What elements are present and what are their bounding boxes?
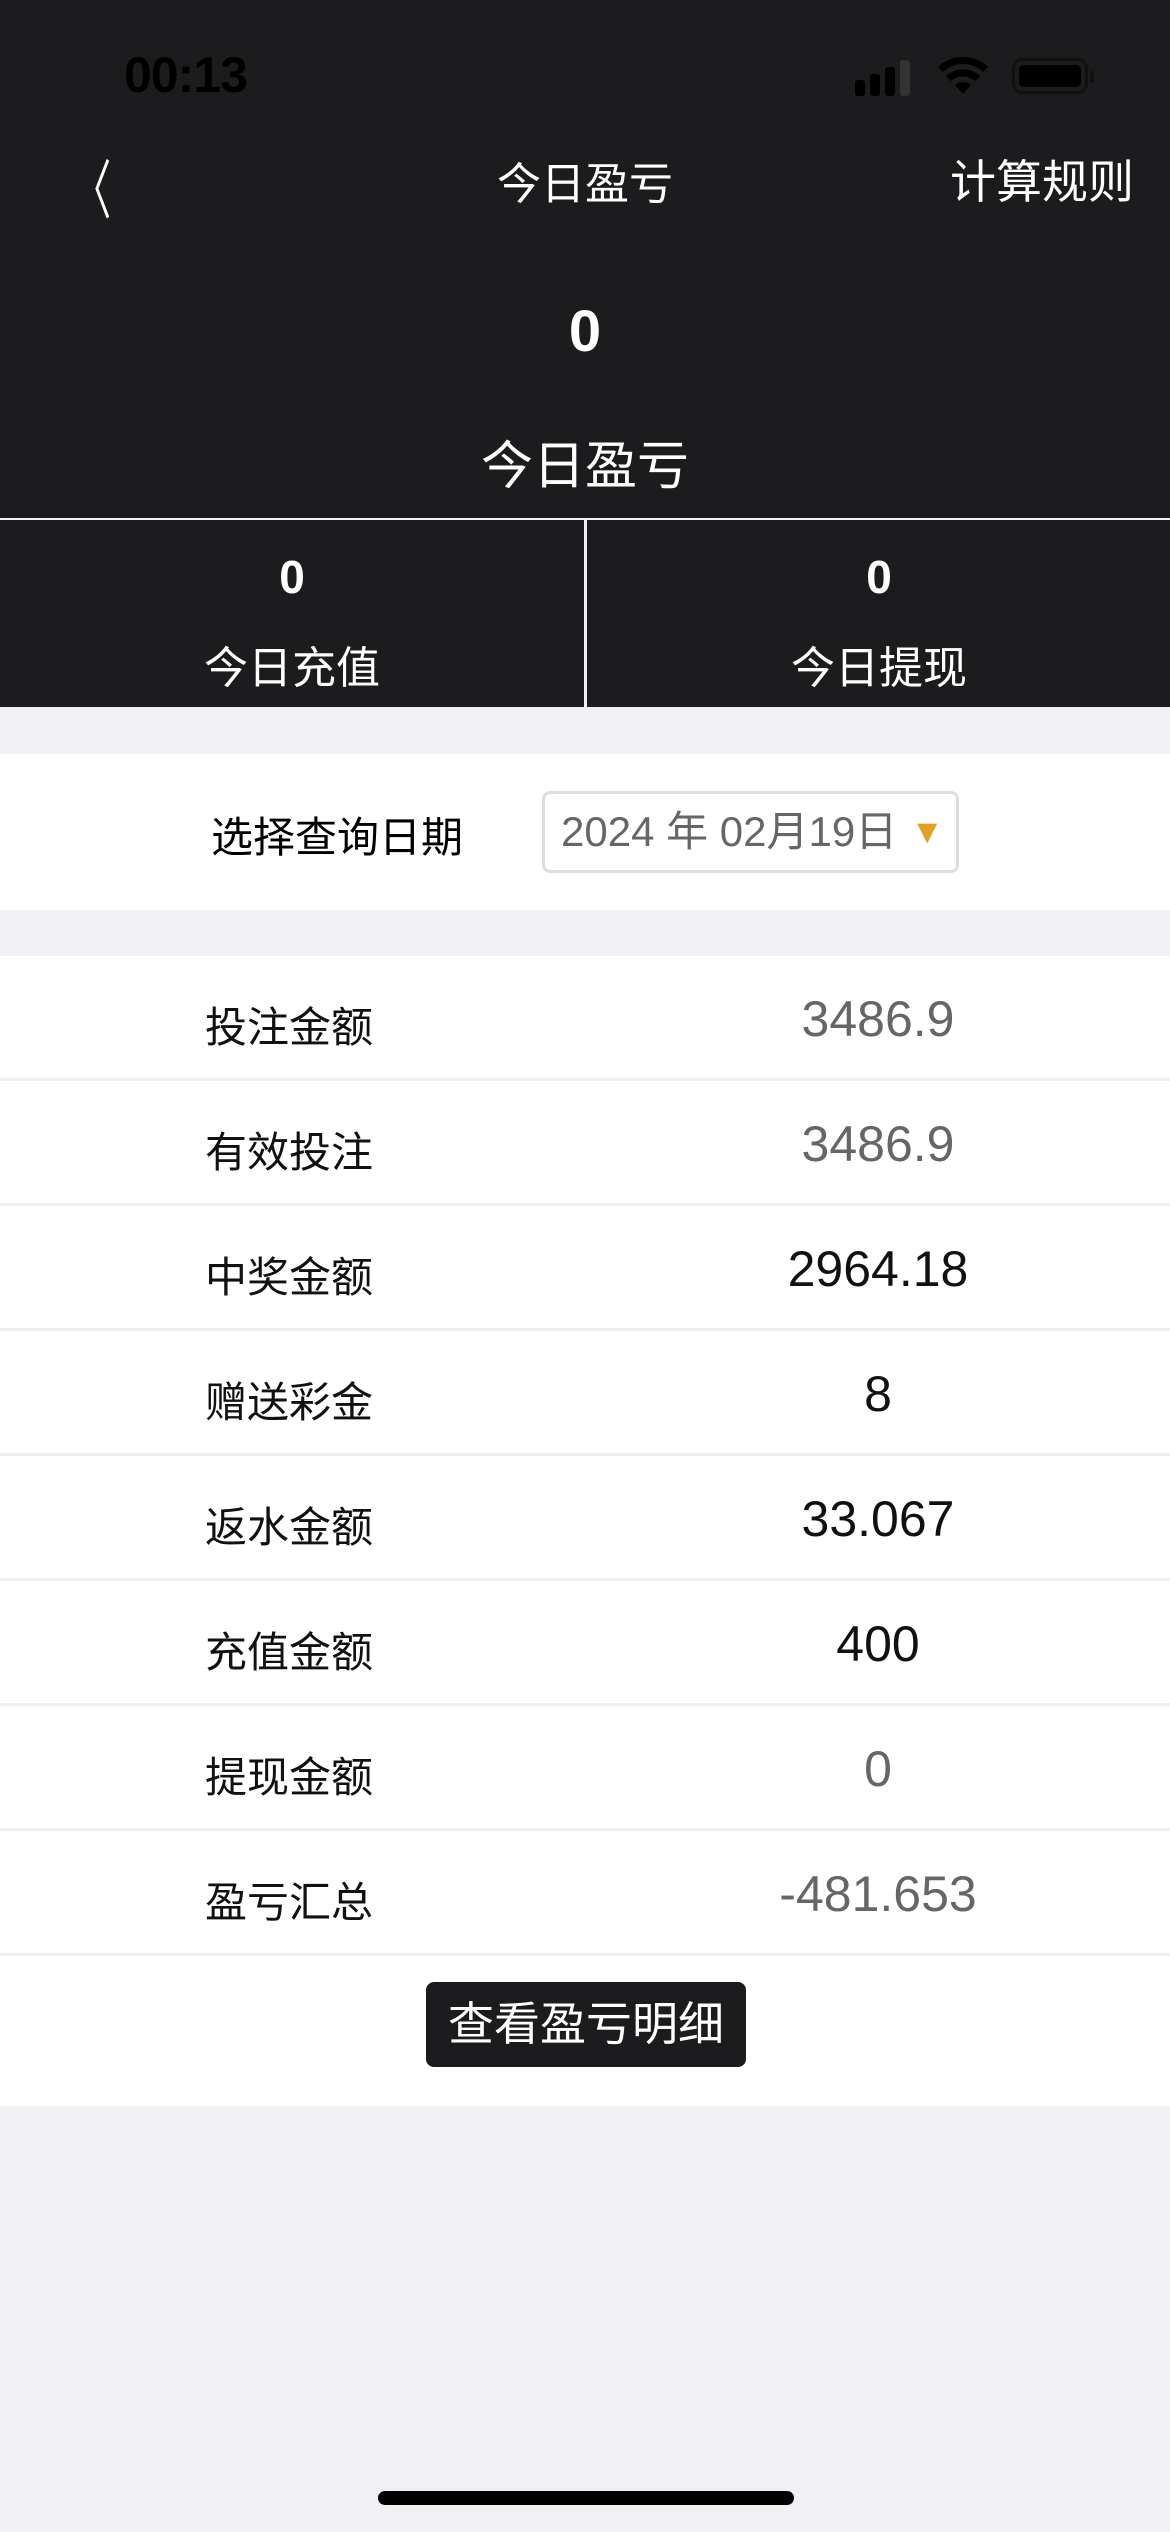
calculation-rules-button[interactable]: 计算规则 <box>950 156 1134 208</box>
cellular-signal-icon <box>855 60 910 96</box>
row-label: 投注金额 <box>205 1004 374 1051</box>
row-value: 2964.18 <box>787 1241 969 1297</box>
row-label: 有效投注 <box>205 1129 374 1176</box>
list-item: 返水金额 33.067 <box>0 1456 1170 1581</box>
list-item: 充值金额 400 <box>0 1581 1170 1706</box>
row-value: 3486.9 <box>801 991 955 1047</box>
row-label: 盈亏汇总 <box>205 1879 374 1926</box>
stats-list: 投注金额 3486.9 有效投注 3486.9 中奖金额 2964.18 赠送彩金 8 返水金额… <box>0 956 1170 2106</box>
row-value: 3486.9 <box>801 1116 955 1172</box>
list-item: 投注金额 3486.9 <box>0 956 1170 1081</box>
list-item: 盈亏汇总 -481.653 <box>0 1831 1170 1956</box>
date-filter-label: 选择查询日期 <box>211 814 464 861</box>
row-value: 8 <box>864 1366 892 1422</box>
today-withdraw-stat: 0 今日提现 <box>587 520 1170 707</box>
list-item: 中奖金额 2964.18 <box>0 1206 1170 1331</box>
row-value: -481.653 <box>779 1866 977 1922</box>
date-select[interactable]: 2024 年 02月19日 ▼ <box>542 791 959 873</box>
today-profit-label: 今日盈亏 <box>480 438 689 496</box>
date-value: 2024 年 02月19日 <box>561 808 898 855</box>
list-item: 有效投注 3486.9 <box>0 1081 1170 1206</box>
row-label: 赠送彩金 <box>205 1379 374 1426</box>
wifi-icon <box>938 56 988 94</box>
stat-label: 今日充值 <box>204 644 380 693</box>
view-details-button[interactable]: 查看盈亏明细 <box>426 1982 746 2067</box>
stat-label: 今日提现 <box>791 644 967 693</box>
list-item: 赠送彩金 8 <box>0 1331 1170 1456</box>
row-value: 400 <box>836 1616 920 1672</box>
back-button[interactable]: 〈 <box>72 155 112 227</box>
list-item: 提现金额 0 <box>0 1706 1170 1831</box>
row-value: 33.067 <box>801 1491 955 1547</box>
battery-icon <box>1012 58 1094 94</box>
dropdown-arrow-icon: ▼ <box>910 813 944 851</box>
home-indicator[interactable] <box>378 2491 794 2505</box>
row-label: 返水金额 <box>205 1504 374 1551</box>
header: 00:13 〈 今日盈亏 计算规则 0 今日盈亏 <box>0 0 1170 518</box>
stat-value: 0 <box>279 551 305 603</box>
status-time: 00:13 <box>124 47 248 103</box>
stat-value: 0 <box>866 551 892 603</box>
today-profit-value: 0 <box>568 299 602 364</box>
row-label: 中奖金额 <box>205 1254 374 1301</box>
page-title: 今日盈亏 <box>497 160 673 209</box>
row-label: 提现金额 <box>205 1754 374 1801</box>
row-label: 充值金额 <box>205 1629 374 1676</box>
row-value: 0 <box>864 1741 892 1797</box>
today-recharge-stat: 0 今日充值 <box>0 520 584 707</box>
date-filter: 选择查询日期 2024 年 02月19日 ▼ <box>0 754 1170 910</box>
